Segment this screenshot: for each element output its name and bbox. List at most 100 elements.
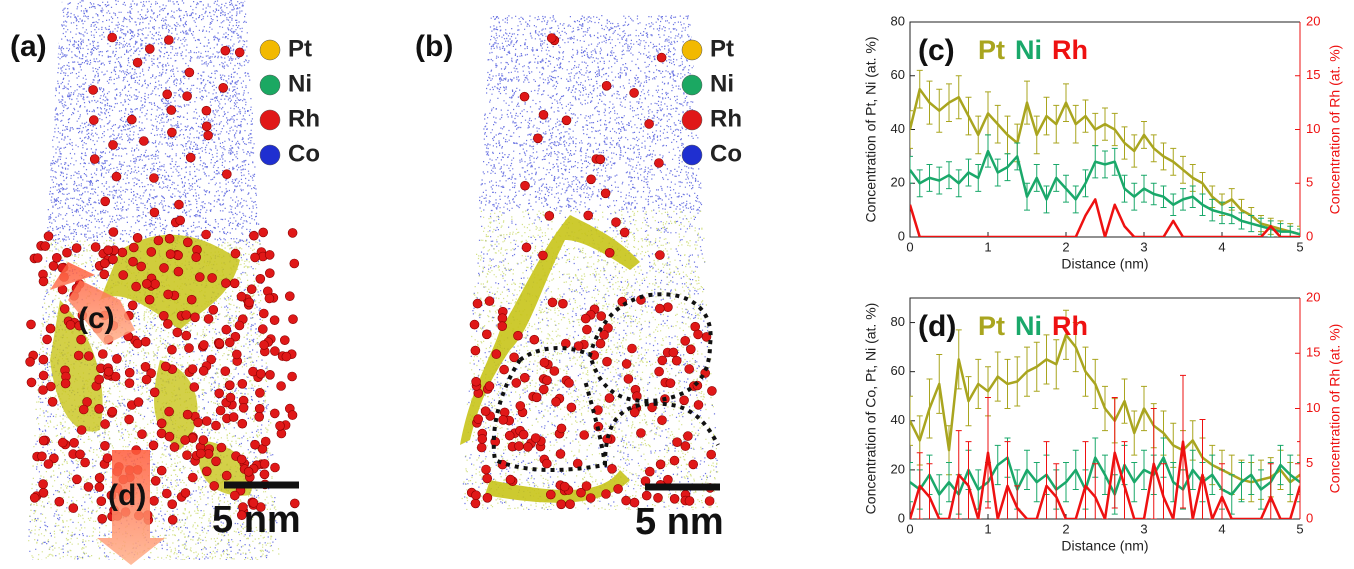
rh-atom bbox=[244, 297, 254, 308]
rh-atom bbox=[215, 405, 226, 416]
rh-atom bbox=[585, 493, 596, 503]
rh-atom bbox=[497, 313, 508, 324]
rh-atom bbox=[481, 464, 491, 475]
rh-atom bbox=[89, 154, 100, 164]
rh-atom bbox=[163, 289, 173, 300]
rh-atom bbox=[276, 381, 286, 391]
y-tick-label: 0 bbox=[898, 228, 905, 243]
rh-atom bbox=[653, 492, 663, 503]
co-atoms bbox=[462, 15, 718, 510]
rh-atom bbox=[38, 435, 49, 446]
rh-atom bbox=[131, 281, 141, 292]
rh-atom bbox=[195, 272, 205, 282]
y2-tick-label: 10 bbox=[1306, 121, 1320, 136]
rh-atom bbox=[482, 473, 493, 484]
x-tick-label: 2 bbox=[1062, 521, 1069, 536]
rh-atom bbox=[531, 392, 542, 403]
x-tick-label: 5 bbox=[1296, 239, 1303, 254]
y2-axis-label: Concentration of Rh (at. %) bbox=[1327, 45, 1343, 215]
rh-atom bbox=[136, 261, 146, 272]
rh-atom bbox=[595, 338, 606, 349]
rh-atom bbox=[156, 428, 167, 439]
rh-atom bbox=[505, 474, 516, 485]
rh-atom bbox=[45, 381, 56, 392]
rh-atom bbox=[583, 210, 594, 221]
rh-atom bbox=[555, 449, 566, 459]
legend-label: Ni bbox=[288, 70, 312, 97]
y-tick-label: 0 bbox=[898, 510, 905, 525]
rh-atom bbox=[225, 337, 235, 348]
rh-atom bbox=[167, 127, 177, 138]
rh-atom bbox=[124, 414, 134, 425]
y-tick-label: 80 bbox=[891, 13, 905, 28]
rh-atom bbox=[32, 253, 43, 263]
rh-atom bbox=[60, 378, 71, 389]
rh-atom bbox=[504, 430, 515, 441]
rh-atom bbox=[216, 442, 227, 453]
rh-atom bbox=[228, 412, 239, 422]
rh-atom bbox=[221, 278, 231, 289]
rh-atom bbox=[100, 258, 110, 269]
rh-atom bbox=[519, 91, 530, 102]
rh-atom bbox=[141, 374, 152, 385]
rh-atom bbox=[184, 343, 194, 353]
rh-atom bbox=[188, 472, 198, 483]
rh-atom bbox=[541, 458, 552, 469]
rh-atom bbox=[518, 429, 529, 440]
rh-atom bbox=[218, 83, 228, 93]
rh-atom bbox=[581, 481, 592, 491]
rh-atom bbox=[607, 463, 617, 474]
legend-swatch bbox=[259, 109, 281, 131]
rh-atom bbox=[657, 415, 667, 426]
rh-atom bbox=[150, 475, 161, 486]
rh-atom bbox=[180, 435, 190, 445]
rh-atom bbox=[144, 294, 155, 305]
rh-atom bbox=[269, 408, 280, 419]
rh-atom bbox=[203, 314, 214, 324]
rh-atom bbox=[234, 320, 245, 331]
rh-atom bbox=[473, 414, 484, 424]
rh-atom bbox=[149, 387, 160, 398]
rh-atom bbox=[108, 227, 119, 237]
rh-atom bbox=[672, 437, 682, 448]
y2-axis-label: Concentration of Rh (at. %) bbox=[1327, 324, 1343, 494]
rh-atom bbox=[117, 247, 128, 258]
rh-atom bbox=[684, 364, 695, 374]
rh-atom bbox=[94, 472, 105, 483]
error-bar bbox=[910, 462, 913, 503]
rh-atom bbox=[118, 270, 128, 280]
rh-atom bbox=[546, 33, 557, 43]
rh-atom bbox=[225, 392, 236, 403]
rh-atom bbox=[108, 254, 118, 265]
x-tick-label: 1 bbox=[984, 239, 991, 254]
rh-atom bbox=[225, 380, 235, 391]
rh-atom bbox=[74, 320, 84, 331]
x-tick-label: 3 bbox=[1140, 239, 1147, 254]
rh-atom bbox=[198, 366, 209, 376]
rh-atom bbox=[167, 344, 177, 355]
rh-atom bbox=[611, 217, 621, 227]
rh-atom bbox=[111, 171, 122, 182]
rh-atom bbox=[482, 492, 493, 503]
rh-atom bbox=[59, 304, 70, 314]
legend-label: Ni bbox=[710, 70, 734, 97]
legend-label: Rh bbox=[288, 105, 320, 132]
rh-atom bbox=[38, 487, 49, 498]
rh-atom bbox=[156, 418, 167, 429]
rh-atom bbox=[185, 152, 196, 163]
rh-atom bbox=[110, 371, 121, 382]
rh-atom bbox=[547, 297, 558, 308]
rh-atom bbox=[76, 334, 86, 345]
rh-atom bbox=[99, 269, 109, 280]
legend-label: Pt bbox=[978, 35, 1005, 65]
panel-label: (c) bbox=[918, 34, 955, 67]
rh-atom bbox=[641, 490, 652, 501]
rh-atom bbox=[97, 513, 107, 524]
rh-atom bbox=[644, 119, 654, 129]
rh-atom bbox=[566, 402, 577, 413]
atom-map-a bbox=[25, 0, 300, 565]
rh-atom bbox=[83, 482, 94, 492]
rh-atom bbox=[94, 374, 104, 385]
